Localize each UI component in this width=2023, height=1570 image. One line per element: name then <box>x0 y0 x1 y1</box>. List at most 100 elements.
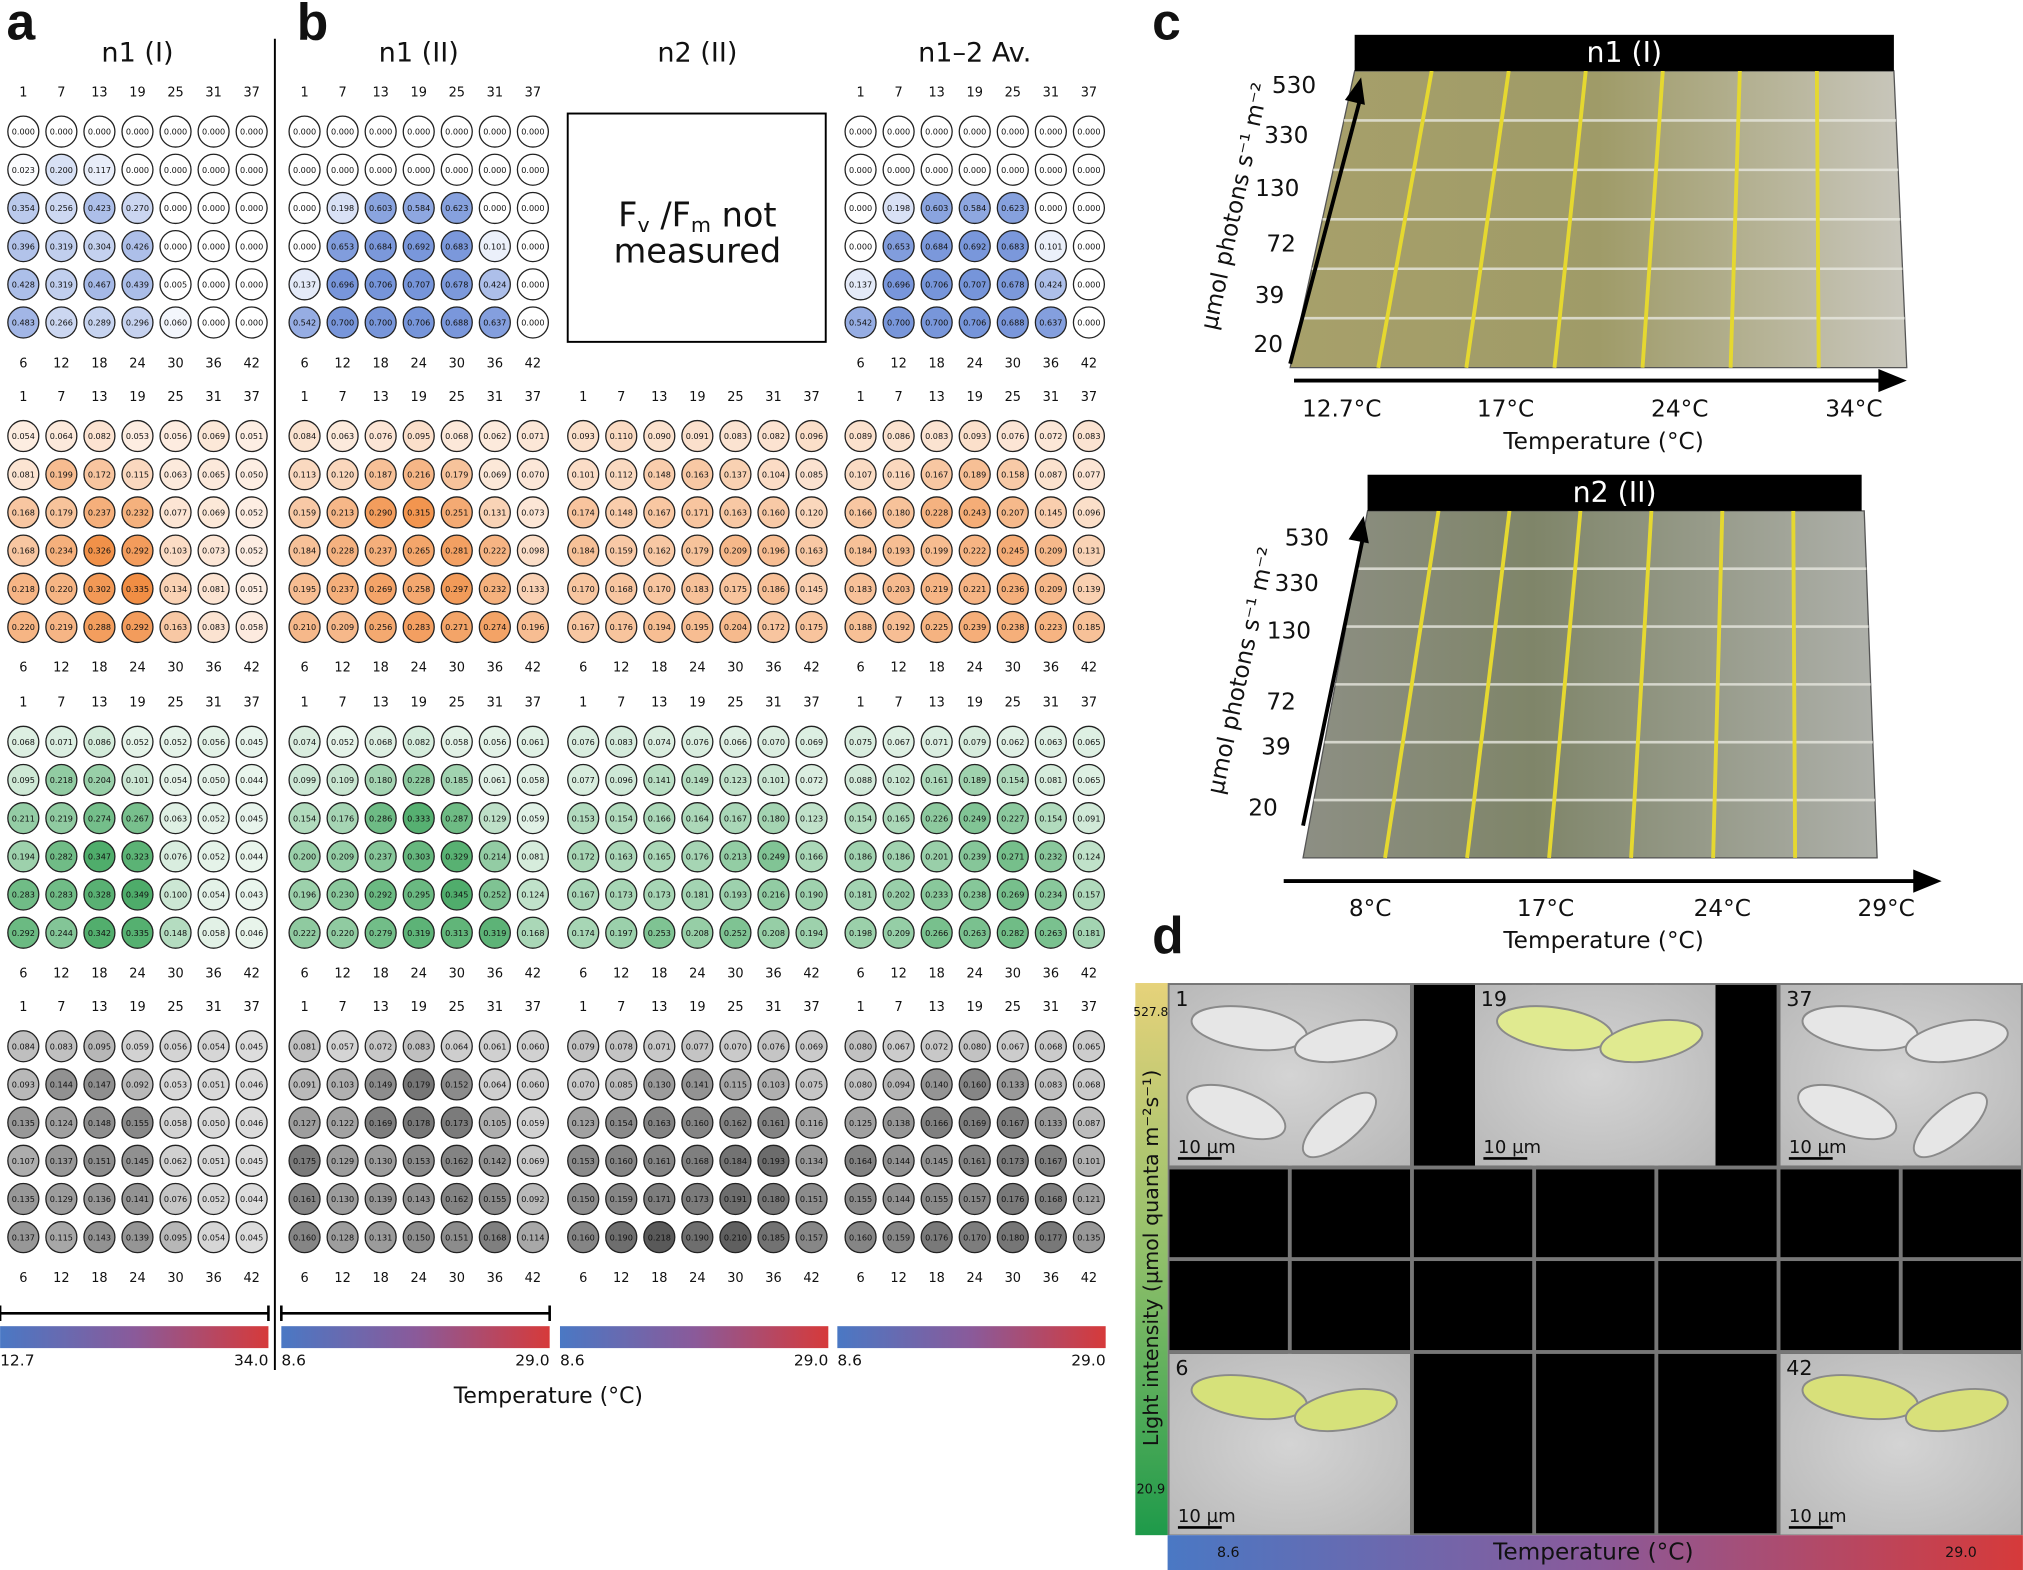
group-title: n1 (I) <box>101 38 173 69</box>
well <box>795 572 828 605</box>
well-value: 0.326 <box>88 546 111 556</box>
well-value: 0.152 <box>445 1080 468 1090</box>
well <box>121 610 154 644</box>
well <box>364 916 397 949</box>
well <box>121 725 154 758</box>
well-value: 0.101 <box>762 775 785 785</box>
well-value: 0.168 <box>483 1232 506 1242</box>
well <box>478 153 511 186</box>
well <box>121 534 154 567</box>
well <box>197 496 230 529</box>
well <box>681 610 714 644</box>
well-value: 0.135 <box>12 1118 35 1128</box>
well <box>7 230 40 263</box>
well-label: 25 <box>1005 696 1021 711</box>
well-value: 0.092 <box>126 1080 149 1090</box>
y-tick-label: 72 <box>1266 689 1296 716</box>
well <box>7 1144 40 1177</box>
well <box>757 763 790 797</box>
well <box>288 1221 321 1254</box>
well <box>795 878 828 911</box>
well-value: 0.180 <box>369 775 392 785</box>
well-label: 30 <box>449 966 465 981</box>
colorbar <box>837 1326 1106 1349</box>
well-value: 0.143 <box>407 1194 430 1204</box>
well <box>567 1144 600 1177</box>
well <box>45 572 78 605</box>
well-value: 0.113 <box>293 469 316 479</box>
panel-letter: a <box>7 0 37 50</box>
well <box>402 458 435 491</box>
well-value: 0.467 <box>88 279 111 289</box>
well-label: 36 <box>765 661 781 676</box>
well <box>478 840 511 873</box>
well-label: 42 <box>1081 356 1097 371</box>
well <box>364 230 397 263</box>
well <box>288 534 321 567</box>
well-value: 0.148 <box>648 469 671 479</box>
well <box>7 840 40 873</box>
well-label: 19 <box>129 696 145 711</box>
well <box>121 191 154 225</box>
well <box>920 153 953 186</box>
well-value: 0.000 <box>293 241 316 251</box>
well <box>364 878 397 911</box>
well-label: 13 <box>372 85 388 100</box>
well-value: 0.207 <box>1001 508 1024 518</box>
well-value: 0.227 <box>1001 813 1024 823</box>
well-value: 0.692 <box>963 241 986 251</box>
well <box>681 916 714 949</box>
well <box>45 153 78 186</box>
well-value: 0.228 <box>407 775 430 785</box>
well-value: 0.133 <box>521 584 544 594</box>
well <box>920 916 953 949</box>
well-value: 0.213 <box>724 851 747 861</box>
well <box>996 878 1029 911</box>
well-value: 0.045 <box>240 813 263 823</box>
well-value: 0.209 <box>724 546 747 556</box>
well <box>757 1068 790 1101</box>
well <box>719 1106 752 1139</box>
well-value: 0.083 <box>202 622 225 632</box>
well-value: 0.000 <box>240 127 263 137</box>
well-value: 0.068 <box>369 737 392 747</box>
well-label: 6 <box>300 1271 308 1286</box>
well <box>958 610 991 644</box>
well <box>402 115 435 148</box>
well-value: 0.228 <box>331 546 354 556</box>
well-value: 0.170 <box>963 1232 986 1242</box>
well-value: 0.129 <box>331 1156 354 1166</box>
well <box>844 1068 877 1101</box>
well <box>920 191 953 225</box>
well-value: 0.101 <box>1039 241 1062 251</box>
well-value: 0.052 <box>240 508 263 518</box>
well-label: 42 <box>1081 661 1097 676</box>
well <box>197 802 230 835</box>
well-label: 24 <box>129 661 145 676</box>
well-value: 0.000 <box>521 318 544 328</box>
well-value: 0.068 <box>445 431 468 441</box>
colorbar-label: 34.0 <box>234 1352 268 1370</box>
well-value: 0.076 <box>1001 431 1024 441</box>
well-value: 0.172 <box>762 622 785 632</box>
well-label: 18 <box>372 356 388 371</box>
well-value: 0.203 <box>887 584 910 594</box>
well-value: 0.295 <box>407 890 430 900</box>
well-value: 0.169 <box>963 1118 986 1128</box>
well-value: 0.083 <box>407 1041 430 1051</box>
well <box>288 725 321 758</box>
empty-cell <box>1658 1353 1777 1534</box>
well-value: 0.121 <box>1077 1194 1100 1204</box>
group-title: n2 (II) <box>657 38 737 69</box>
well-value: 0.288 <box>88 622 111 632</box>
well <box>197 534 230 567</box>
well <box>288 1182 321 1216</box>
well <box>402 419 435 453</box>
well-label: 36 <box>205 356 221 371</box>
well-value: 0.175 <box>800 622 823 632</box>
well <box>719 496 752 529</box>
well-value: 0.199 <box>50 469 73 479</box>
well <box>567 916 600 949</box>
well-label: 12 <box>613 661 629 676</box>
well-value: 0.000 <box>12 127 35 137</box>
